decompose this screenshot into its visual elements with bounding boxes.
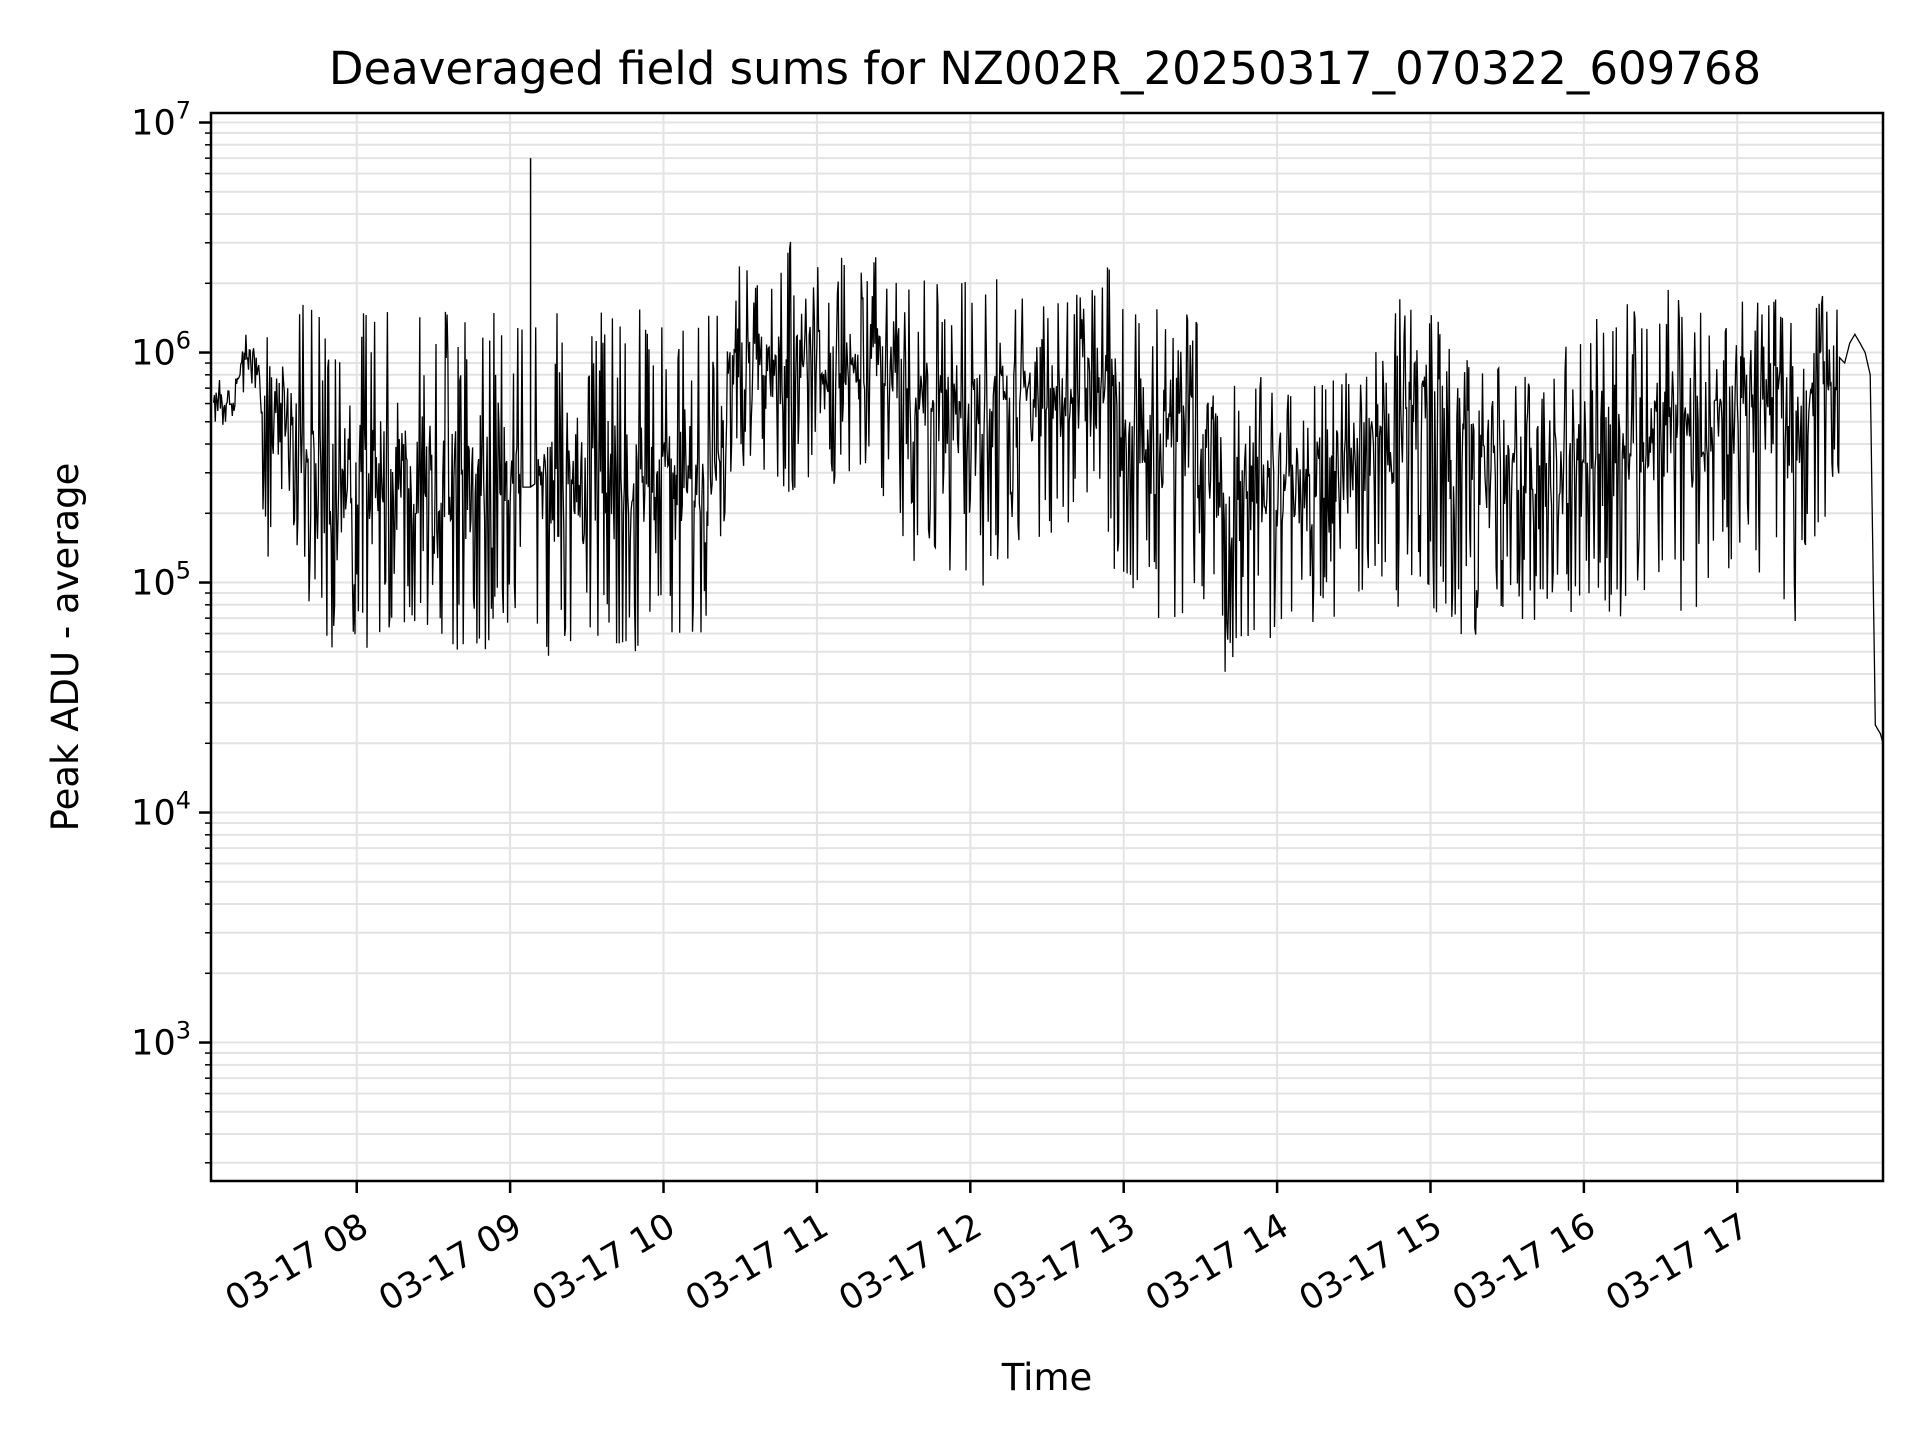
y-axis: 103 104 105 106 107: [131, 97, 211, 1164]
plot-frame: [209, 111, 1885, 1183]
series-line: [212, 241, 1884, 744]
y-tick-label: 103: [131, 1017, 191, 1064]
y-tick-label: 106: [131, 327, 191, 374]
x-axis-label: Time: [1001, 1356, 1093, 1399]
y-tick-label: 107: [131, 97, 191, 144]
y-axis-label: Peak ADU - average: [44, 463, 87, 832]
y-tick-label: 105: [131, 557, 191, 604]
data-series: [212, 158, 1884, 744]
chart-title: Deaveraged field sums for NZ002R_2025031…: [329, 42, 1761, 95]
grid: [211, 113, 1883, 1181]
y-tick-label: 104: [131, 787, 191, 834]
